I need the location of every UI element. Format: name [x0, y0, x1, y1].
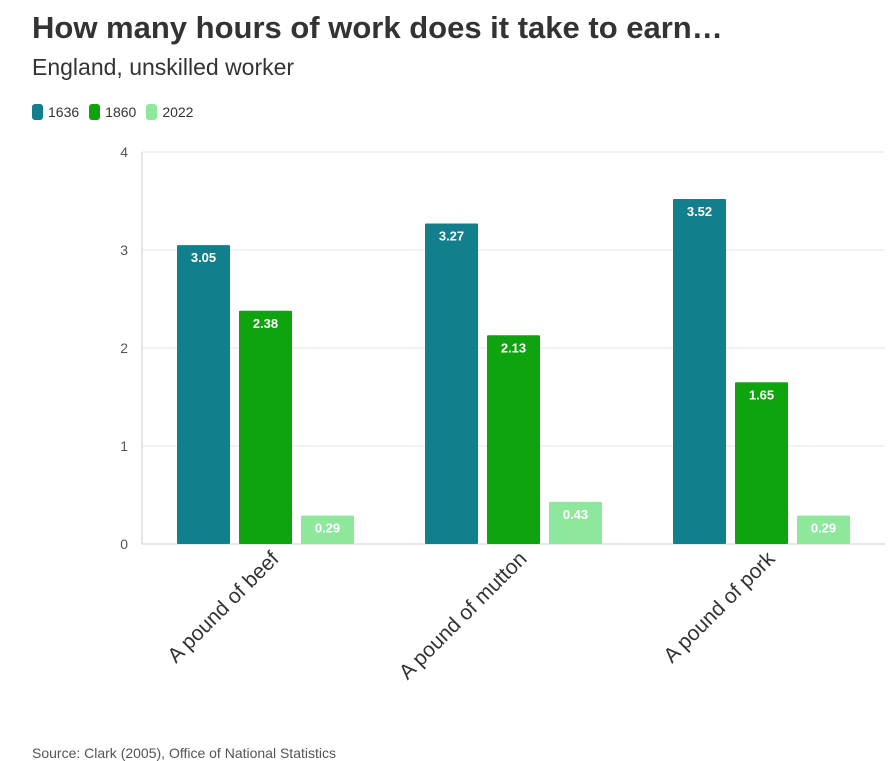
bar-1860-3	[735, 382, 788, 544]
legend-swatch-1636	[32, 104, 43, 120]
legend-swatch-1860	[89, 104, 101, 120]
data-label-1636-1: 3.05	[191, 250, 216, 265]
data-label-2022-2: 0.43	[563, 507, 588, 522]
legend-label-1860: 1860	[105, 104, 137, 120]
y-tick-label-2: 2	[120, 340, 128, 356]
data-label-1860-3: 1.65	[749, 387, 774, 402]
bar-1636-2	[425, 223, 478, 545]
legend-item-1860[interactable]: 1860	[89, 104, 136, 120]
source-note: Source: Clark (2005), Office of National…	[32, 745, 336, 761]
legend-item-2022[interactable]: 2022	[146, 104, 193, 120]
legend-label-1636: 1636	[48, 104, 80, 120]
chart-title: How many hours of work does it take to e…	[32, 10, 723, 45]
y-tick-label-0: 0	[120, 536, 128, 552]
legend: 1636 1860 2022	[32, 104, 193, 120]
bar-1636-3	[673, 199, 726, 545]
category-label-1: A pound of beef	[163, 547, 283, 667]
data-label-1636-3: 3.52	[687, 204, 712, 219]
y-tick-label-1: 1	[120, 438, 128, 454]
bar-2022-3	[797, 515, 850, 544]
legend-label-2022: 2022	[162, 104, 194, 120]
bar-1860-2	[487, 335, 540, 544]
y-tick-label-3: 3	[120, 242, 128, 258]
data-label-1636-2: 3.27	[439, 229, 464, 244]
category-label-2: A pound of mutton	[395, 547, 532, 684]
chart-subtitle: England, unskilled worker	[32, 54, 295, 80]
category-label-3: A pound of pork	[659, 547, 780, 668]
bar-2022-1	[301, 515, 354, 544]
legend-item-1636[interactable]: 1636	[32, 104, 79, 120]
bar-1636-1	[177, 245, 230, 544]
y-tick-label-4: 4	[120, 144, 128, 160]
bar-chart: 0 1 2 3 4 3.05 2.38 0.29 A pound of beef 3.27 2.13…	[120, 144, 885, 684]
data-label-2022-1: 0.29	[315, 521, 340, 536]
data-label-1860-2: 2.13	[501, 340, 526, 355]
data-label-2022-3: 0.29	[811, 521, 836, 536]
bar-1860-1	[239, 310, 292, 544]
bar-2022-2	[549, 501, 602, 544]
data-label-1860-1: 2.38	[253, 316, 278, 331]
legend-swatch-2022	[146, 104, 158, 120]
